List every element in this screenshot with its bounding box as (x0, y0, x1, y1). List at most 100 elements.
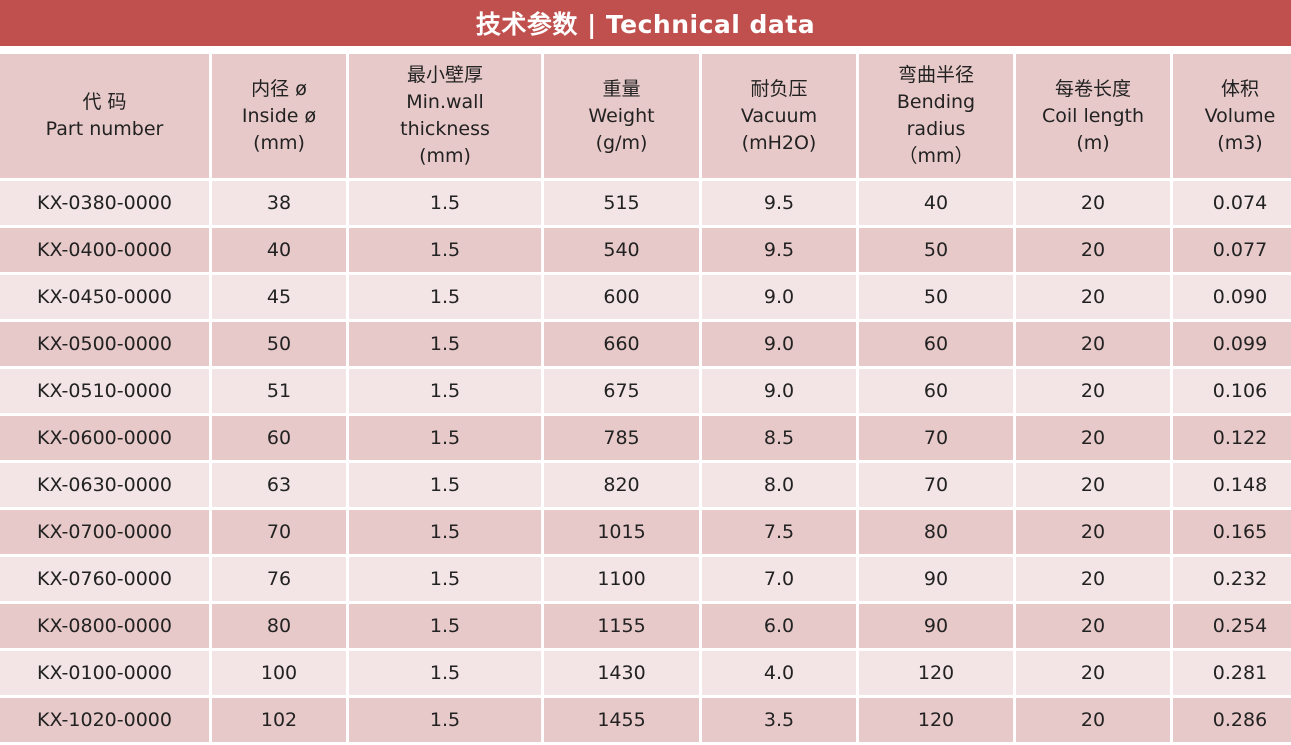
table-row: KX-0760-0000 76 1.5 1100 7.0 90 20 0.232 (0, 557, 1291, 601)
cell-bending-radius: 90 (859, 604, 1013, 648)
table-row: KX-0100-0000 100 1.5 1430 4.0 120 20 0.281 (0, 651, 1291, 695)
header-line: 最小壁厚 (406, 64, 483, 86)
cell-part-number: KX-0510-0000 (0, 369, 209, 413)
cell-coil-length: 20 (1016, 604, 1170, 648)
cell-volume: 0.122 (1173, 416, 1291, 460)
header-row: 代 码 Part number 内径 ø Inside ø (mm) 最小壁厚 … (0, 54, 1291, 178)
cell-bending-radius: 80 (859, 510, 1013, 554)
header-min-wall-thickness: 最小壁厚 Min.wall thickness (mm) (349, 54, 541, 178)
cell-part-number: KX-0500-0000 (0, 322, 209, 366)
cell-bending-radius: 70 (859, 463, 1013, 507)
cell-weight: 1015 (544, 510, 699, 554)
cell-weight: 820 (544, 463, 699, 507)
cell-wall-thickness: 1.5 (349, 322, 541, 366)
cell-coil-length: 20 (1016, 228, 1170, 272)
table-row: KX-0380-0000 38 1.5 515 9.5 40 20 0.074 (0, 181, 1291, 225)
cell-weight: 1430 (544, 651, 699, 695)
cell-inside-diameter: 40 (212, 228, 346, 272)
cell-wall-thickness: 1.5 (349, 510, 541, 554)
table-row: KX-0450-0000 45 1.5 600 9.0 50 20 0.090 (0, 275, 1291, 319)
header-line: 体积 (1220, 77, 1259, 100)
header-line: Min.wall (406, 91, 484, 113)
header-line: 弯曲半径 (897, 64, 974, 86)
table-row: KX-0400-0000 40 1.5 540 9.5 50 20 0.077 (0, 228, 1291, 272)
cell-part-number: KX-0450-0000 (0, 275, 209, 319)
header-line: 耐负压 (750, 77, 808, 100)
table-row: KX-0630-0000 63 1.5 820 8.0 70 20 0.148 (0, 463, 1291, 507)
table-row: KX-0800-0000 80 1.5 1155 6.0 90 20 0.254 (0, 604, 1291, 648)
header-line: (mH2O) (741, 131, 817, 154)
cell-bending-radius: 50 (859, 275, 1013, 319)
header-line: thickness (400, 118, 490, 140)
cell-vacuum: 7.0 (702, 557, 856, 601)
header-line: (g/m) (595, 131, 648, 154)
header-line: 每卷长度 (1054, 77, 1131, 100)
cell-inside-diameter: 45 (212, 275, 346, 319)
cell-part-number: KX-0760-0000 (0, 557, 209, 601)
cell-inside-diameter: 80 (212, 604, 346, 648)
cell-part-number: KX-0600-0000 (0, 416, 209, 460)
cell-inside-diameter: 100 (212, 651, 346, 695)
cell-part-number: KX-0630-0000 (0, 463, 209, 507)
cell-bending-radius: 60 (859, 322, 1013, 366)
header-inside-diameter: 内径 ø Inside ø (mm) (212, 54, 346, 178)
cell-part-number: KX-0100-0000 (0, 651, 209, 695)
cell-vacuum: 9.0 (702, 275, 856, 319)
header-line: 内径 ø (251, 77, 307, 100)
header-line: Bending (896, 91, 976, 113)
cell-inside-diameter: 50 (212, 322, 346, 366)
cell-wall-thickness: 1.5 (349, 604, 541, 648)
header-coil-length: 每卷长度 Coil length (m) (1016, 54, 1170, 178)
cell-part-number: KX-0380-0000 (0, 181, 209, 225)
cell-vacuum: 7.5 (702, 510, 856, 554)
cell-volume: 0.232 (1173, 557, 1291, 601)
cell-inside-diameter: 60 (212, 416, 346, 460)
cell-wall-thickness: 1.5 (349, 557, 541, 601)
cell-wall-thickness: 1.5 (349, 181, 541, 225)
cell-vacuum: 8.0 (702, 463, 856, 507)
header-line: 重量 (602, 77, 641, 100)
cell-vacuum: 8.5 (702, 416, 856, 460)
cell-weight: 660 (544, 322, 699, 366)
cell-inside-diameter: 76 (212, 557, 346, 601)
cell-volume: 0.286 (1173, 698, 1291, 742)
cell-coil-length: 20 (1016, 416, 1170, 460)
page-title: 技术参数 | Technical data (0, 0, 1291, 46)
cell-bending-radius: 90 (859, 557, 1013, 601)
table-row: KX-0600-0000 60 1.5 785 8.5 70 20 0.122 (0, 416, 1291, 460)
cell-weight: 1100 (544, 557, 699, 601)
cell-coil-length: 20 (1016, 322, 1170, 366)
cell-part-number: KX-1020-0000 (0, 698, 209, 742)
cell-wall-thickness: 1.5 (349, 698, 541, 742)
cell-wall-thickness: 1.5 (349, 651, 541, 695)
cell-wall-thickness: 1.5 (349, 416, 541, 460)
cell-inside-diameter: 70 (212, 510, 346, 554)
technical-data-table: 代 码 Part number 内径 ø Inside ø (mm) 最小壁厚 … (0, 51, 1291, 745)
cell-inside-diameter: 38 (212, 181, 346, 225)
cell-bending-radius: 40 (859, 181, 1013, 225)
header-line: Part number (45, 118, 164, 140)
cell-volume: 0.106 (1173, 369, 1291, 413)
table-body: KX-0380-0000 38 1.5 515 9.5 40 20 0.074 KX-0400-… (0, 181, 1291, 742)
header-vacuum: 耐负压 Vacuum (mH2O) (702, 54, 856, 178)
cell-coil-length: 20 (1016, 557, 1170, 601)
cell-volume: 0.099 (1173, 322, 1291, 366)
cell-volume: 0.281 (1173, 651, 1291, 695)
cell-inside-diameter: 63 (212, 463, 346, 507)
cell-coil-length: 20 (1016, 369, 1170, 413)
cell-part-number: KX-0700-0000 (0, 510, 209, 554)
cell-weight: 540 (544, 228, 699, 272)
header-line: (mm) (419, 145, 471, 167)
header-line: Coil length (1041, 104, 1145, 127)
cell-volume: 0.090 (1173, 275, 1291, 319)
table-row: KX-0500-0000 50 1.5 660 9.0 60 20 0.099 (0, 322, 1291, 366)
cell-wall-thickness: 1.5 (349, 275, 541, 319)
cell-vacuum: 6.0 (702, 604, 856, 648)
table-row: KX-1020-0000 102 1.5 1455 3.5 120 20 0.286 (0, 698, 1291, 742)
cell-bending-radius: 120 (859, 651, 1013, 695)
cell-weight: 675 (544, 369, 699, 413)
cell-vacuum: 3.5 (702, 698, 856, 742)
cell-part-number: KX-0800-0000 (0, 604, 209, 648)
cell-wall-thickness: 1.5 (349, 228, 541, 272)
header-line: (m3) (1217, 131, 1263, 154)
